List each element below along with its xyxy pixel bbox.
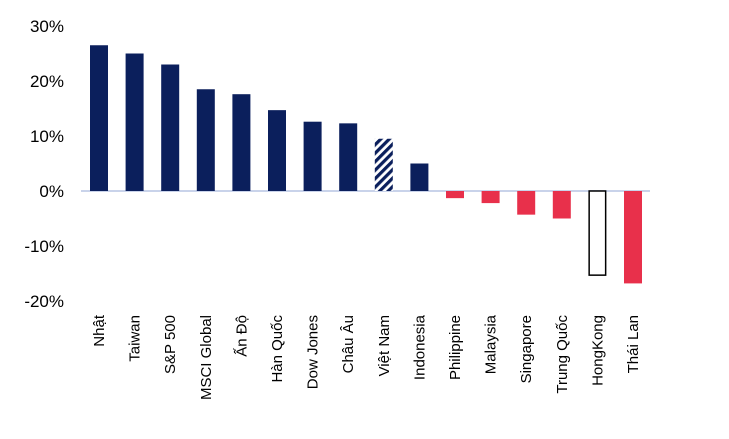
bar-6	[303, 121, 322, 191]
bar-11	[481, 191, 500, 204]
x-category-label: Indonesia	[411, 314, 428, 380]
x-category-label: Thái Lan	[625, 315, 642, 373]
x-category-label: Philippine	[447, 315, 464, 380]
bar-9	[410, 163, 429, 191]
y-axis: 30% 20% 10% 0% -10% -20%	[24, 17, 64, 311]
x-category-label: Hàn Quốc	[269, 315, 286, 383]
x-category-label: S&P 500	[162, 315, 179, 374]
y-tick-label: -10%	[24, 237, 64, 256]
x-category-label: Việt Nam	[376, 315, 393, 376]
bar-0	[90, 45, 108, 191]
bar-13	[552, 191, 571, 219]
y-tick-label: 10%	[30, 127, 64, 146]
x-category-label: MSCI Global	[198, 315, 215, 400]
bar-4	[232, 94, 251, 191]
x-category-label: HongKong	[589, 315, 606, 386]
y-tick-label: 20%	[30, 72, 64, 91]
x-category-label: Singapore	[518, 315, 535, 383]
y-tick-label: -20%	[24, 292, 64, 311]
x-category-label: Châu Âu	[340, 315, 357, 373]
bar-10	[446, 191, 464, 199]
y-tick-label: 0%	[39, 182, 64, 201]
bar-7	[339, 123, 358, 191]
x-category-label: Dow Jones	[305, 315, 322, 389]
bars	[90, 45, 642, 284]
x-category-label: Nhật	[91, 314, 108, 347]
bar-5	[268, 110, 286, 191]
bar-2	[161, 64, 180, 191]
y-tick-label: 30%	[30, 17, 64, 36]
bar-15	[624, 191, 642, 284]
x-category-label: Trung Quốc	[554, 315, 571, 394]
x-category-label: Taiwan	[127, 315, 144, 362]
x-axis-labels: Nhật Taiwan S&P 500 MSCI Global Ấn Độ Hàn Quố…	[91, 314, 642, 400]
x-category-label: Malaysia	[483, 314, 500, 374]
bar-12	[517, 191, 536, 215]
bar-14	[588, 190, 607, 276]
bar-8	[374, 138, 393, 191]
x-category-label: Ấn Độ	[233, 315, 250, 357]
bar-1	[125, 53, 144, 191]
bar-3	[196, 89, 215, 191]
